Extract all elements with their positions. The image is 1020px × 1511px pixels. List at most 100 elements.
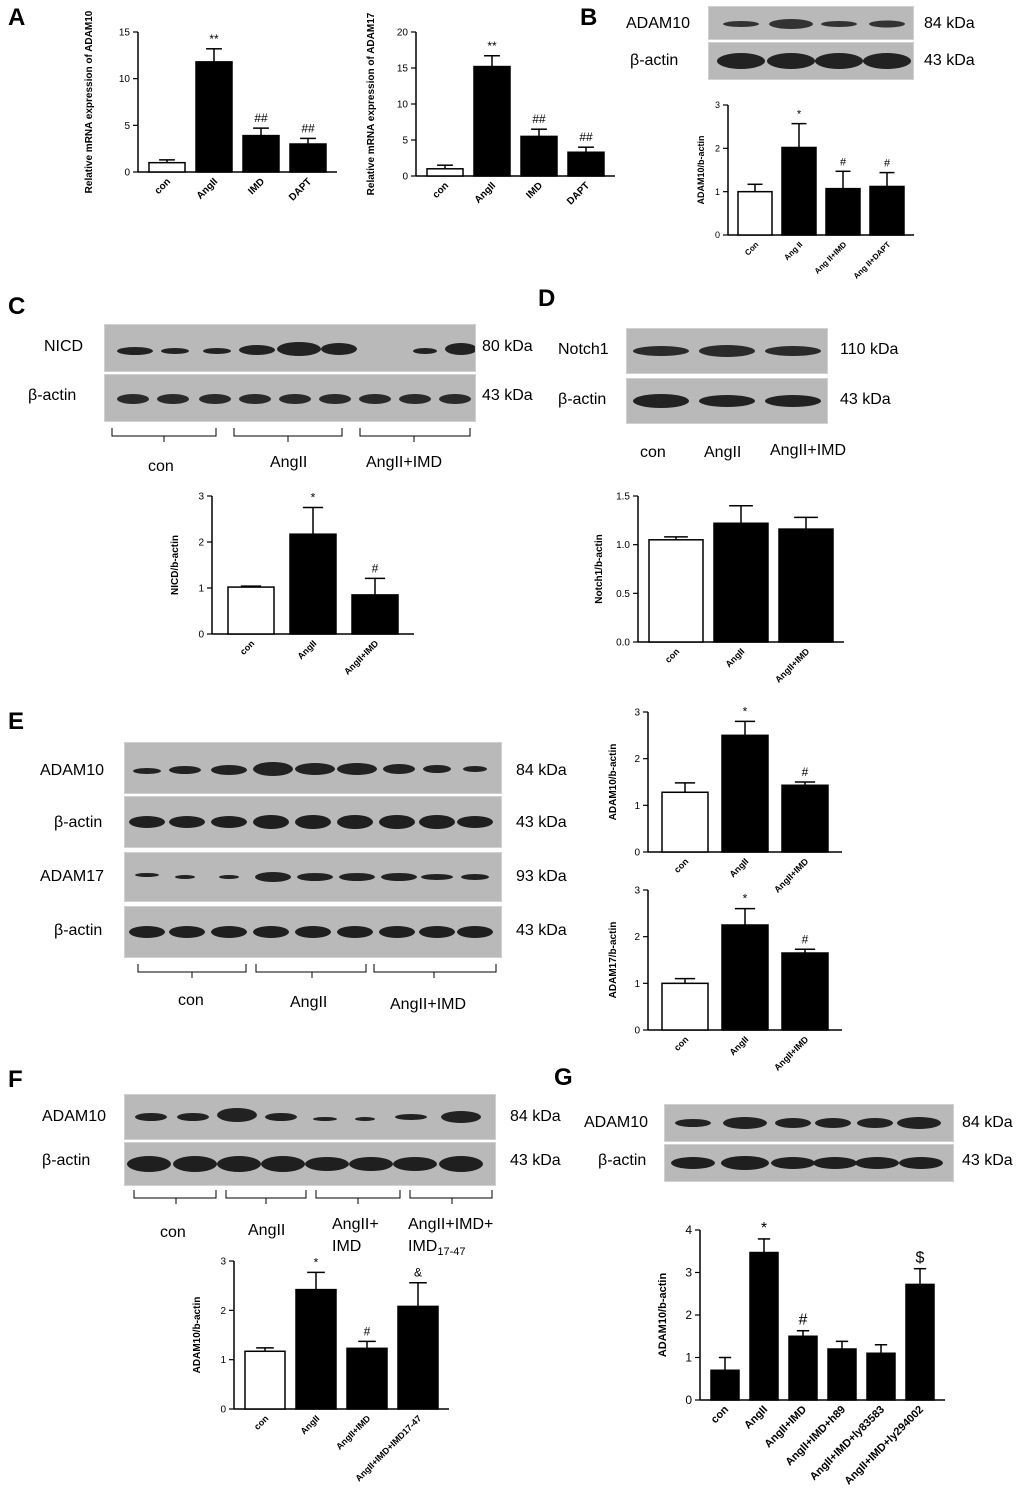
significance-mark: $ (916, 1250, 925, 1267)
blot-label-e-adam17: ADAM17 (40, 868, 105, 885)
y-axis-label: ADAM17/b-actin (608, 922, 619, 999)
y-tick-label: 3 (715, 100, 720, 110)
bar (648, 539, 704, 643)
y-tick-label: 5 (124, 121, 130, 132)
group-label-e-angii: AngII (290, 994, 328, 1011)
y-tick-label: 20 (397, 28, 409, 39)
group-label-angii: AngII (270, 454, 308, 471)
panel-letter-b: B (580, 4, 598, 31)
group-label-f-con: con (160, 1224, 186, 1241)
bar (781, 952, 829, 1031)
category-label: Ang II+IMD (813, 240, 849, 276)
category-label: con (672, 856, 690, 874)
bar (778, 528, 834, 643)
significance-mark: ** (487, 39, 497, 53)
group-label-d-angii: AngII (704, 444, 742, 461)
blot-kda-nicd: 80 kDa (482, 338, 533, 355)
blot-kda-g-adam10: 84 kDa (962, 1114, 1013, 1131)
significance-mark: ## (254, 111, 268, 125)
group-label-angii-imd: AngII+IMD (366, 454, 443, 471)
significance-mark: * (311, 491, 316, 505)
blot-image-e-actin-2 (124, 906, 502, 958)
category-label: con (238, 638, 256, 656)
blot-label-f-adam10: ADAM10 (42, 1108, 107, 1125)
y-tick-label: 1 (220, 1355, 226, 1366)
category-label: AngII (723, 646, 746, 669)
bar (749, 1251, 779, 1401)
category-label: con (709, 1403, 732, 1426)
blot-label-notch1: Notch1 (558, 341, 609, 358)
group-label-f-angii-imd: AngII+ IMD (332, 1216, 379, 1255)
chart-d-notch1-ratio: 0.0 0.5 1.0 1.5 Notch1/b-actin con AngII AngII+… (594, 492, 844, 685)
y-axis-label: Relative mRNA expression of ADAM10 (84, 10, 95, 193)
significance-mark: * (314, 1255, 319, 1269)
y-tick-label: 2 (685, 1308, 692, 1322)
significance-mark: ## (301, 121, 315, 135)
blot-label-c-actin: β-actin (28, 387, 77, 404)
category-label: con (153, 176, 173, 196)
bar (721, 734, 769, 853)
y-tick-label: 10 (119, 74, 131, 85)
blot-kda-g-actin: 43 kDa (962, 1152, 1013, 1169)
y-tick-label: 3 (198, 492, 204, 503)
y-tick-label: 0 (198, 630, 204, 641)
group-label-d-con: con (640, 444, 666, 461)
y-axis-label: Relative mRNA expression of ADAM17 (366, 12, 377, 195)
category-label: AngII+IMD (342, 638, 381, 677)
bar (289, 143, 327, 173)
category-label: DAPT (287, 176, 314, 203)
bar (244, 1350, 286, 1410)
y-tick-label: 2 (634, 932, 640, 943)
y-axis-label: NICD/b-actin (170, 535, 181, 595)
y-tick-label: 2 (715, 143, 720, 153)
blot-label-g-adam10: ADAM10 (584, 1114, 649, 1131)
panel-letter-c: C (8, 293, 26, 320)
group-label-e-con: con (178, 992, 204, 1009)
y-tick-label: 1 (715, 187, 720, 197)
group-brackets-c (111, 428, 471, 442)
y-tick-label: 1.5 (616, 492, 630, 503)
y-tick-label: 4 (685, 1223, 692, 1237)
blot-kda-adam10: 84 kDa (924, 15, 975, 32)
y-tick-label: 1 (634, 801, 640, 812)
blot-image-g-actin (664, 1144, 954, 1182)
chart-a-adam10-mrna: 0 5 10 15 Relative mRNA expression of ADAM10… (84, 10, 337, 203)
y-tick-label: 3 (220, 1257, 226, 1268)
bar (781, 784, 829, 853)
y-tick-label: 0 (634, 848, 640, 859)
y-tick-label: 3 (685, 1266, 692, 1280)
chart-c-nicd-ratio: 0 1 2 3 NICD/b-actin con * AngII # AngII+IMD (170, 491, 414, 677)
blot-image-f-actin (124, 1142, 496, 1186)
group-label-d-angii-imd: AngII+IMD (770, 442, 847, 459)
group-brackets-f (133, 1190, 493, 1204)
blot-image-c-actin (104, 374, 476, 422)
significance-mark: # (884, 158, 891, 170)
category-label: AngII (727, 1034, 750, 1057)
significance-mark: ** (209, 32, 219, 46)
bar (869, 185, 905, 236)
blot-label-nicd: NICD (44, 338, 84, 355)
blot-label-d-actin: β-actin (558, 391, 607, 408)
y-tick-label: 1 (198, 584, 204, 595)
chart-f-adam10-ratio: 0123ADAM10/b-actincon*AngII#AngII+IMD&An… (192, 1255, 449, 1483)
blot-kda-f-adam10: 84 kDa (510, 1108, 561, 1125)
category-label: con (252, 1413, 270, 1431)
bar (289, 533, 337, 635)
blot-kda-actin: 43 kDa (924, 52, 975, 69)
category-label: AngII+IMD (773, 646, 812, 685)
y-axis-label: ADAM10/b-actin (696, 135, 706, 204)
significance-mark: # (802, 765, 809, 779)
bar (661, 982, 709, 1031)
panel-letter-f: F (8, 1066, 23, 1093)
y-tick-label: 5 (402, 136, 408, 147)
significance-mark: ## (532, 112, 546, 126)
panel-letter-e: E (8, 708, 25, 735)
blot-image-f-adam10 (124, 1094, 496, 1140)
bar (346, 1347, 388, 1410)
blot-image-d-actin (626, 378, 828, 424)
category-label: con (663, 646, 681, 664)
significance-mark: # (802, 932, 809, 946)
blot-image-c-nicd (104, 324, 477, 372)
chart-b-adam10-ratio: 0 1 2 3 ADAM10/b-actin Con * Ang II # Ang II+IMD #… (696, 100, 914, 281)
y-tick-label: 2 (634, 754, 640, 765)
